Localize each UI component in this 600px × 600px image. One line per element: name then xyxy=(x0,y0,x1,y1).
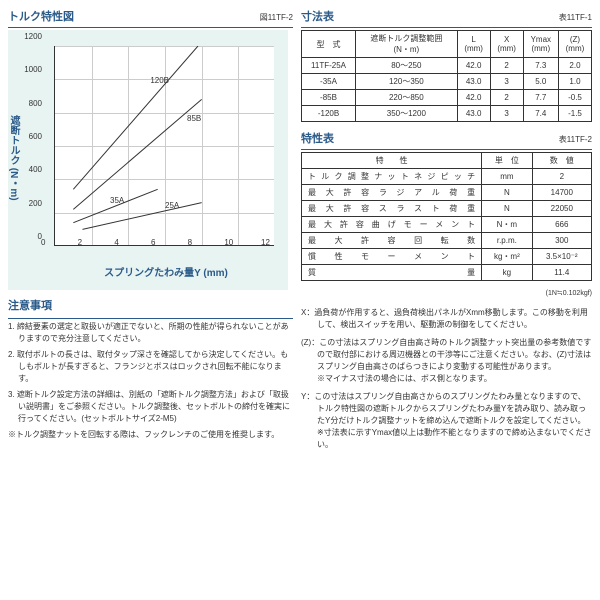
table2-fig-label: 表11TF-2 xyxy=(559,134,592,145)
table1-fig-label: 表11TF-1 xyxy=(559,12,592,23)
dimension-table: 型 式遮断トルク調整範囲(N・m)L(mm)X(mm)Ymax(mm)(Z)(m… xyxy=(301,30,592,122)
notes-right: X：過負荷が作用すると、過負荷検出パネルがXmm移動します。この移動を利用して、… xyxy=(301,307,592,451)
table2-footnote: (1N≒0.102kgf) xyxy=(301,289,592,297)
notes-title: 注意事項 xyxy=(8,298,52,315)
chart-plot-area: 120B85B35A25A xyxy=(54,46,274,246)
chart-fig-label: 図11TF-2 xyxy=(260,12,293,23)
table2-title: 特性表 xyxy=(301,130,334,146)
x-axis-label: スプリングたわみ量Y (mm) xyxy=(54,264,278,279)
characteristics-table: 特 性単 位数 値トルク調整ナットネジピッチmm2最大許容ラジアル荷重N1470… xyxy=(301,152,592,281)
y-axis-label: 遮断トルク (N・m) xyxy=(6,115,21,201)
chart-container: 遮断トルク (N・m) 120B85B35A25A スプリングたわみ量Y (mm… xyxy=(8,30,288,290)
table1-title: 寸法表 xyxy=(301,8,334,24)
chart-title: トルク特性図 xyxy=(8,8,74,24)
notes-left: 注意事項 1. 締結要素の選定と取扱いが適正でないと、所期の性能が得られないこと… xyxy=(8,298,293,441)
